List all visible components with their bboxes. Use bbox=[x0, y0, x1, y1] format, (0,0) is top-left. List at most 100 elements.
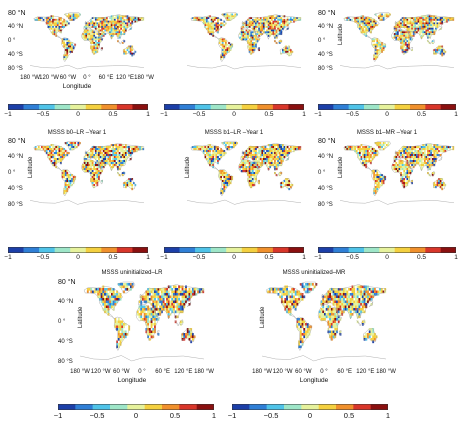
skill-cell bbox=[368, 26, 371, 28]
skill-cell bbox=[382, 178, 385, 181]
skill-cell bbox=[191, 17, 194, 20]
coastline bbox=[317, 304, 342, 341]
skill-cell bbox=[217, 29, 219, 32]
skill-cell bbox=[206, 152, 208, 155]
skill-cell bbox=[263, 146, 265, 149]
skill-map bbox=[186, 12, 302, 70]
skill-cell bbox=[280, 293, 283, 296]
skill-cell bbox=[367, 300, 369, 304]
skill-cell bbox=[93, 34, 96, 37]
skill-cell bbox=[351, 293, 354, 296]
skill-cell bbox=[244, 22, 246, 25]
skill-cell bbox=[401, 154, 404, 157]
skill-cell bbox=[267, 20, 270, 23]
skill-cell bbox=[53, 18, 56, 21]
skill-cell bbox=[409, 148, 412, 151]
skill-cell bbox=[427, 31, 429, 34]
skill-cell bbox=[360, 290, 363, 294]
skill-cell bbox=[157, 300, 160, 304]
skill-cell bbox=[129, 52, 132, 55]
skill-cell bbox=[256, 172, 259, 175]
skill-cell bbox=[64, 47, 67, 50]
skill-cell bbox=[430, 148, 432, 151]
skill-cell bbox=[179, 323, 182, 326]
skill-cell bbox=[255, 160, 257, 163]
skill-cell bbox=[401, 182, 404, 185]
skill-cell bbox=[107, 295, 110, 299]
skill-cell bbox=[274, 162, 276, 165]
skill-cell bbox=[83, 162, 86, 165]
skill-cell bbox=[362, 29, 364, 32]
skill-cell bbox=[221, 24, 224, 27]
skill-cell bbox=[186, 328, 189, 331]
skill-cell bbox=[269, 162, 272, 165]
skill-cell bbox=[60, 148, 62, 151]
skill-cell bbox=[53, 20, 56, 23]
skill-cell bbox=[150, 313, 153, 316]
skill-cell bbox=[247, 33, 249, 36]
skill-cell bbox=[125, 146, 127, 149]
skill-cell bbox=[91, 154, 94, 157]
skill-cell bbox=[398, 164, 401, 167]
skill-cell bbox=[428, 162, 431, 165]
skill-cell bbox=[69, 13, 72, 16]
skill-cell bbox=[409, 154, 412, 157]
skill-cell bbox=[102, 18, 105, 21]
skill-cell bbox=[90, 160, 92, 163]
skill-cell bbox=[116, 295, 119, 299]
skill-cell bbox=[244, 24, 246, 27]
skill-cell bbox=[329, 308, 332, 311]
skill-cell bbox=[236, 13, 238, 16]
skill-cell bbox=[274, 164, 276, 167]
skill-cell bbox=[250, 24, 253, 27]
skill-cell bbox=[363, 160, 366, 163]
skill-cell bbox=[47, 156, 50, 159]
skill-cell bbox=[381, 45, 383, 48]
skill-cell bbox=[373, 58, 375, 60]
skill-cell bbox=[378, 15, 380, 18]
skill-cell bbox=[244, 33, 246, 36]
skill-cell bbox=[269, 148, 272, 151]
skill-cell bbox=[371, 43, 374, 46]
skill-cell bbox=[294, 308, 297, 311]
skill-cell bbox=[406, 176, 409, 179]
skill-cell bbox=[128, 45, 130, 48]
skill-cell bbox=[274, 166, 276, 169]
skill-cell bbox=[113, 31, 116, 34]
skill-cell bbox=[374, 38, 377, 41]
skill-cell bbox=[288, 150, 291, 153]
skill-cell bbox=[365, 156, 368, 159]
skill-cell bbox=[422, 15, 425, 18]
skill-cell bbox=[55, 22, 58, 25]
skill-cell bbox=[353, 288, 356, 291]
skill-cell bbox=[90, 162, 92, 165]
skill-cell bbox=[433, 152, 436, 155]
skill-cell bbox=[291, 298, 294, 301]
skill-cell bbox=[207, 160, 210, 163]
skill-cell bbox=[266, 18, 268, 21]
skill-cell bbox=[348, 295, 350, 299]
skill-cell bbox=[87, 160, 89, 163]
skill-cell bbox=[250, 49, 253, 52]
skill-cell bbox=[251, 33, 254, 36]
skill-cell bbox=[107, 148, 110, 151]
skill-cell bbox=[425, 148, 428, 151]
skill-cell bbox=[344, 293, 347, 296]
skill-cell bbox=[267, 158, 270, 161]
skill-cell bbox=[247, 156, 249, 159]
skill-cell bbox=[303, 333, 306, 336]
skill-cell bbox=[438, 178, 440, 181]
skill-cell bbox=[259, 156, 262, 159]
skill-cell bbox=[365, 160, 368, 163]
skill-cell bbox=[124, 323, 127, 326]
skill-cell bbox=[52, 162, 54, 165]
skill-cell bbox=[206, 146, 208, 149]
skill-cell bbox=[90, 38, 92, 41]
skill-cell bbox=[378, 45, 380, 48]
skill-cell bbox=[351, 295, 354, 299]
skill-cell bbox=[215, 17, 218, 20]
skill-cell bbox=[147, 325, 150, 329]
skill-cell bbox=[266, 150, 268, 153]
skill-cell bbox=[123, 323, 125, 326]
skill-cell bbox=[444, 146, 447, 149]
